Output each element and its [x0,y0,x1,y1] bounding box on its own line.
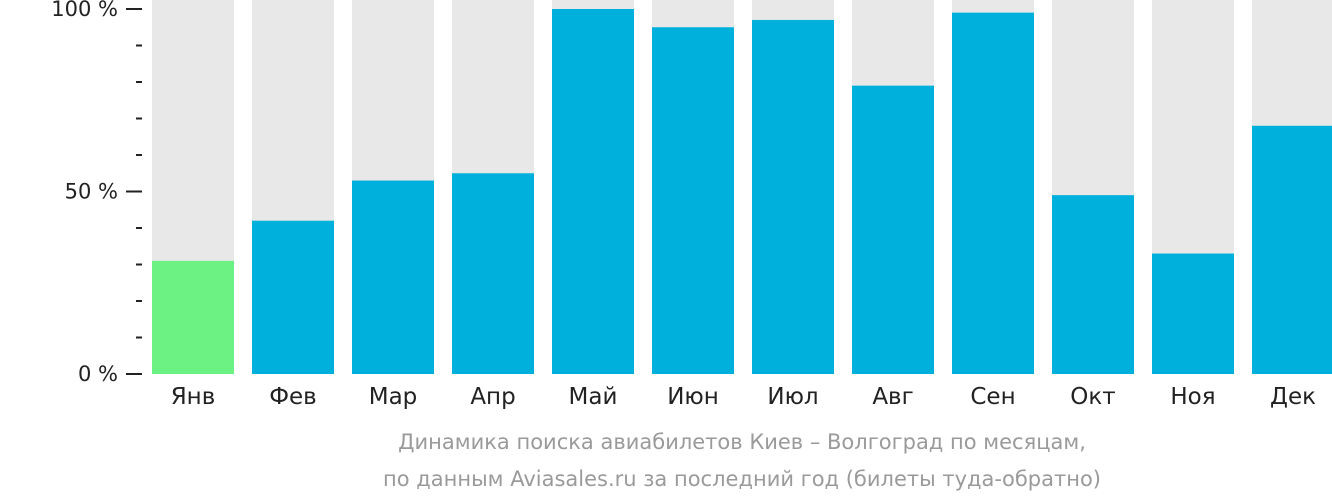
x-tick-label: Фев [269,384,317,410]
bar [652,27,734,374]
x-tick-label: Апр [470,384,515,410]
x-tick-label: Июн [667,384,719,410]
bar [552,9,634,374]
bar [1052,195,1134,374]
x-tick-label: Мар [369,384,418,410]
bar [1152,253,1234,374]
x-tick-label: Окт [1070,384,1115,410]
bar [952,12,1034,375]
bar [252,220,334,374]
bar [1252,125,1332,374]
x-tick-label: Дек [1270,384,1316,410]
x-tick-label: Июл [767,384,818,410]
bar [352,180,434,374]
x-tick-label: Май [569,384,618,410]
y-tick-label: 0 % [78,362,118,386]
bar [752,19,834,374]
y-tick-label: 100 % [51,0,118,21]
bars [152,9,1332,375]
x-tick-label: Авг [872,384,913,410]
bar [852,85,934,375]
bar [452,173,534,374]
bar [152,260,234,374]
x-tick-label: Янв [171,384,216,410]
y-tick-label: 50 % [65,180,118,204]
x-tick-label: Сен [970,384,1015,410]
x-axis-labels: Янв Фев Мар Апр Май Июн Июл Авг Сен Окт Ноя Дек [171,384,1316,410]
y-axis: 0 % 50 % 100 % [51,0,142,386]
chart-caption-line-1: Динамика поиска авиабилетов Киев – Волго… [398,430,1086,454]
x-tick-label: Ноя [1170,384,1215,410]
chart-caption-line-2: по данным Aviasales.ru за последний год … [383,467,1101,491]
